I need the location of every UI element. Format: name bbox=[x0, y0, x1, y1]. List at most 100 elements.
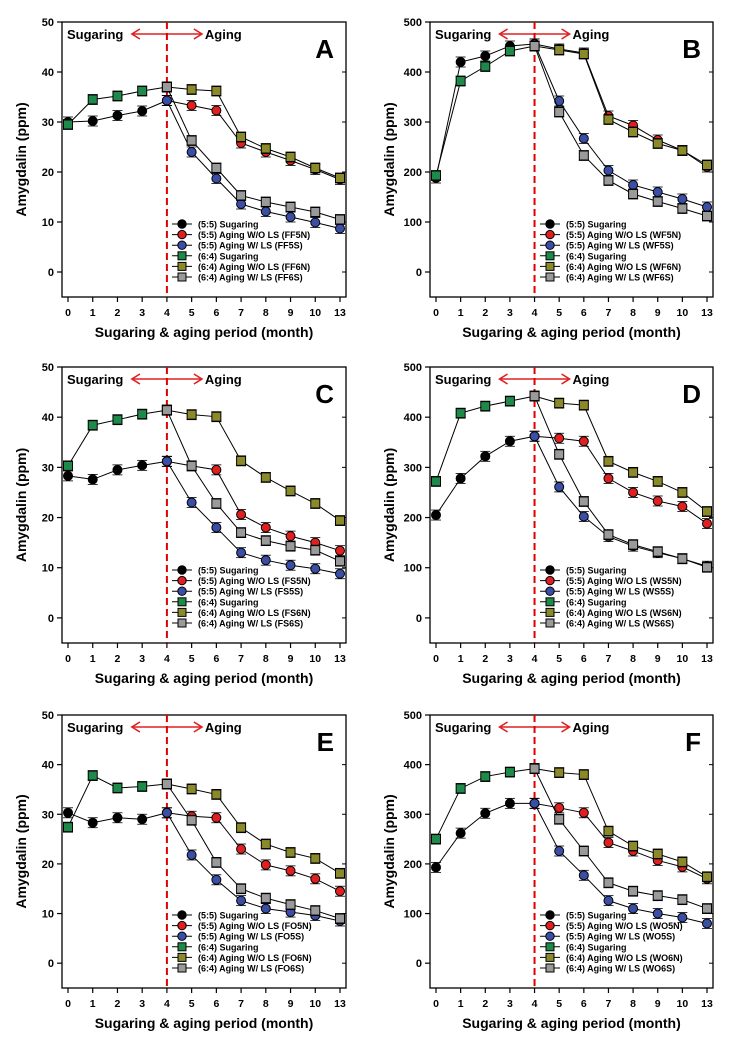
data-point bbox=[236, 822, 247, 833]
phase-label-aging: Aging bbox=[205, 720, 242, 735]
data-point bbox=[578, 49, 589, 59]
data-point bbox=[603, 456, 614, 467]
data-point bbox=[310, 853, 321, 864]
data-point bbox=[702, 918, 712, 929]
data-point bbox=[554, 449, 565, 460]
x-tick-label: 3 bbox=[507, 998, 513, 1010]
legend-label: (6:4) Aging W/O LS (WS6N) bbox=[566, 608, 682, 618]
legend-marker bbox=[545, 240, 555, 250]
panel-letter: C bbox=[315, 379, 334, 409]
data-point bbox=[578, 496, 589, 507]
data-point bbox=[260, 903, 271, 914]
x-tick-label: 0 bbox=[65, 998, 71, 1010]
x-tick-label: 7 bbox=[606, 307, 612, 319]
data-point bbox=[628, 180, 639, 190]
data-point bbox=[628, 487, 639, 498]
data-point bbox=[260, 472, 271, 483]
legend-marker bbox=[177, 240, 187, 250]
phase-label-sugaring: Sugaring bbox=[435, 720, 491, 735]
data-point bbox=[285, 865, 296, 876]
data-point bbox=[652, 196, 663, 207]
data-point bbox=[628, 903, 639, 914]
x-tick-label: 8 bbox=[263, 998, 269, 1010]
legend-marker bbox=[177, 565, 187, 575]
data-point bbox=[431, 862, 441, 873]
data-point bbox=[578, 769, 589, 780]
data-point bbox=[504, 436, 515, 447]
legend-label: (6:4) Aging W/ LS (FS6S) bbox=[198, 619, 303, 629]
data-point bbox=[603, 877, 614, 888]
data-point bbox=[285, 212, 296, 222]
data-point bbox=[554, 767, 565, 778]
y-tick-label: 0 bbox=[416, 267, 422, 279]
data-point bbox=[186, 815, 197, 826]
data-point bbox=[236, 883, 247, 894]
x-tick-label: 0 bbox=[65, 653, 71, 665]
data-point bbox=[578, 870, 589, 881]
data-point bbox=[677, 856, 688, 867]
x-tick-label: 9 bbox=[288, 998, 294, 1010]
data-point bbox=[677, 145, 688, 156]
data-point bbox=[137, 814, 148, 825]
x-tick-label: 3 bbox=[139, 998, 145, 1010]
data-point bbox=[578, 133, 589, 144]
data-point bbox=[211, 86, 222, 96]
data-point bbox=[677, 553, 688, 564]
data-point bbox=[702, 903, 712, 914]
data-point bbox=[652, 495, 663, 506]
data-point bbox=[702, 518, 712, 529]
panel-letter: D bbox=[682, 379, 701, 409]
x-tick-label: 0 bbox=[433, 307, 439, 319]
data-point bbox=[628, 539, 639, 550]
y-tick-label: 10 bbox=[42, 909, 54, 921]
data-point bbox=[186, 497, 197, 508]
chart-panel-a: 0 10 20 30 40 50 0 1 2 3 4 5 6 7 8 9 10 13 Sugaring & agin… bbox=[13, 17, 347, 340]
data-point bbox=[310, 498, 321, 509]
plot-frame bbox=[429, 21, 714, 298]
legend-marker bbox=[177, 586, 187, 596]
data-point bbox=[186, 849, 197, 860]
y-tick-label: 20 bbox=[42, 167, 54, 179]
x-tick-label: 9 bbox=[288, 653, 294, 665]
data-point bbox=[112, 464, 123, 475]
data-point bbox=[603, 175, 614, 186]
legend-label: (6:4) Aging W/O LS (FO6N) bbox=[198, 953, 312, 963]
data-point bbox=[63, 119, 73, 130]
chart-panel-c: 0 10 20 30 40 50 0 1 2 3 4 5 6 7 8 9 10 13 Sugaring & agin… bbox=[13, 362, 347, 686]
data-point bbox=[112, 110, 123, 121]
x-tick-label: 3 bbox=[139, 307, 145, 319]
data-point bbox=[554, 398, 565, 409]
x-tick-label: 10 bbox=[309, 998, 321, 1010]
data-point bbox=[211, 857, 222, 868]
phase-arrow-right-head bbox=[561, 373, 572, 385]
data-point bbox=[260, 197, 271, 207]
y-axis-title: Amygdalin (ppm) bbox=[13, 448, 29, 562]
data-point bbox=[285, 560, 296, 571]
x-tick-label: 6 bbox=[213, 998, 219, 1010]
x-tick-label: 6 bbox=[213, 307, 219, 319]
x-tick-label: 1 bbox=[90, 998, 96, 1010]
data-point bbox=[186, 100, 197, 111]
x-tick-label: 5 bbox=[556, 998, 562, 1010]
legend-label: (6:4) Aging W/ LS (FF6S) bbox=[198, 273, 303, 283]
data-point bbox=[628, 886, 639, 897]
data-point bbox=[285, 485, 296, 496]
data-point bbox=[161, 95, 172, 106]
data-point bbox=[236, 132, 247, 142]
legend-label: (6:4) Sugaring bbox=[566, 597, 627, 607]
data-point bbox=[87, 817, 98, 828]
y-tick-label: 300 bbox=[404, 462, 422, 474]
x-tick-label: 2 bbox=[115, 998, 121, 1010]
data-point bbox=[578, 150, 589, 161]
legend-label: (5:5) Aging W/ LS (WF5S) bbox=[566, 241, 674, 251]
x-tick-label: 10 bbox=[309, 653, 321, 665]
x-axis-title: Sugaring & aging period (month) bbox=[95, 324, 314, 340]
x-tick-label: 2 bbox=[115, 307, 121, 319]
phase-arrow-left-head bbox=[498, 721, 508, 733]
x-tick-label: 0 bbox=[433, 653, 439, 665]
data-point bbox=[480, 51, 491, 61]
y-tick-label: 0 bbox=[416, 958, 422, 970]
phase-arrow-right-head bbox=[561, 721, 572, 733]
data-point bbox=[137, 460, 148, 471]
data-point bbox=[504, 767, 515, 778]
